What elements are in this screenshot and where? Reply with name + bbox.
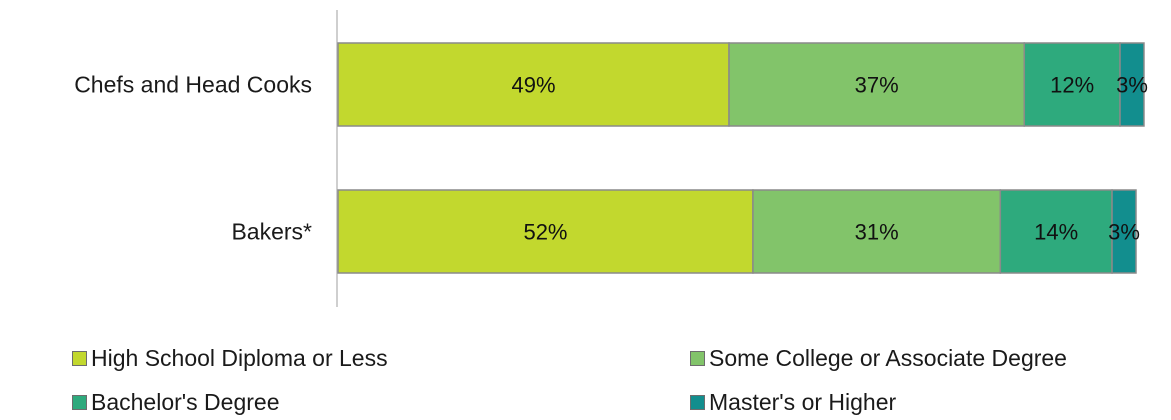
bar-bakers-high-school-diploma-or-less (337, 189, 754, 274)
data-label-bakers-master-s-or-higher: 3% (1108, 220, 1140, 245)
bar-bakers-bachelor-s-degree (999, 189, 1113, 274)
bar-bakers-some-college-or-associate-degree (752, 189, 1002, 274)
data-label-chefs-and-head-cooks-master-s-or-higher: 3% (1116, 73, 1148, 98)
bar-chefs-and-head-cooks-high-school-diploma-or-less (337, 42, 730, 127)
bar-chefs-and-head-cooks-some-college-or-associate-degree (728, 42, 1026, 127)
bar-bakers-master-s-or-higher (1111, 189, 1137, 274)
data-label-bakers-bachelor-s-degree: 14% (1034, 220, 1078, 245)
data-label-bakers-some-college-or-associate-degree: 31% (855, 220, 899, 245)
data-label-chefs-and-head-cooks-bachelor-s-degree: 12% (1050, 73, 1094, 98)
data-label-chefs-and-head-cooks-high-school-diploma-or-less: 49% (511, 73, 555, 98)
category-label-bakers: Bakers* (231, 219, 312, 245)
bar-chefs-and-head-cooks-bachelor-s-degree (1023, 42, 1121, 127)
data-label-chefs-and-head-cooks-some-college-or-associate-degree: 37% (855, 73, 899, 98)
bar-chefs-and-head-cooks-master-s-or-higher (1119, 42, 1145, 127)
category-label-chefs-and-head-cooks: Chefs and Head Cooks (74, 72, 312, 98)
data-label-bakers-high-school-diploma-or-less: 52% (523, 220, 567, 245)
